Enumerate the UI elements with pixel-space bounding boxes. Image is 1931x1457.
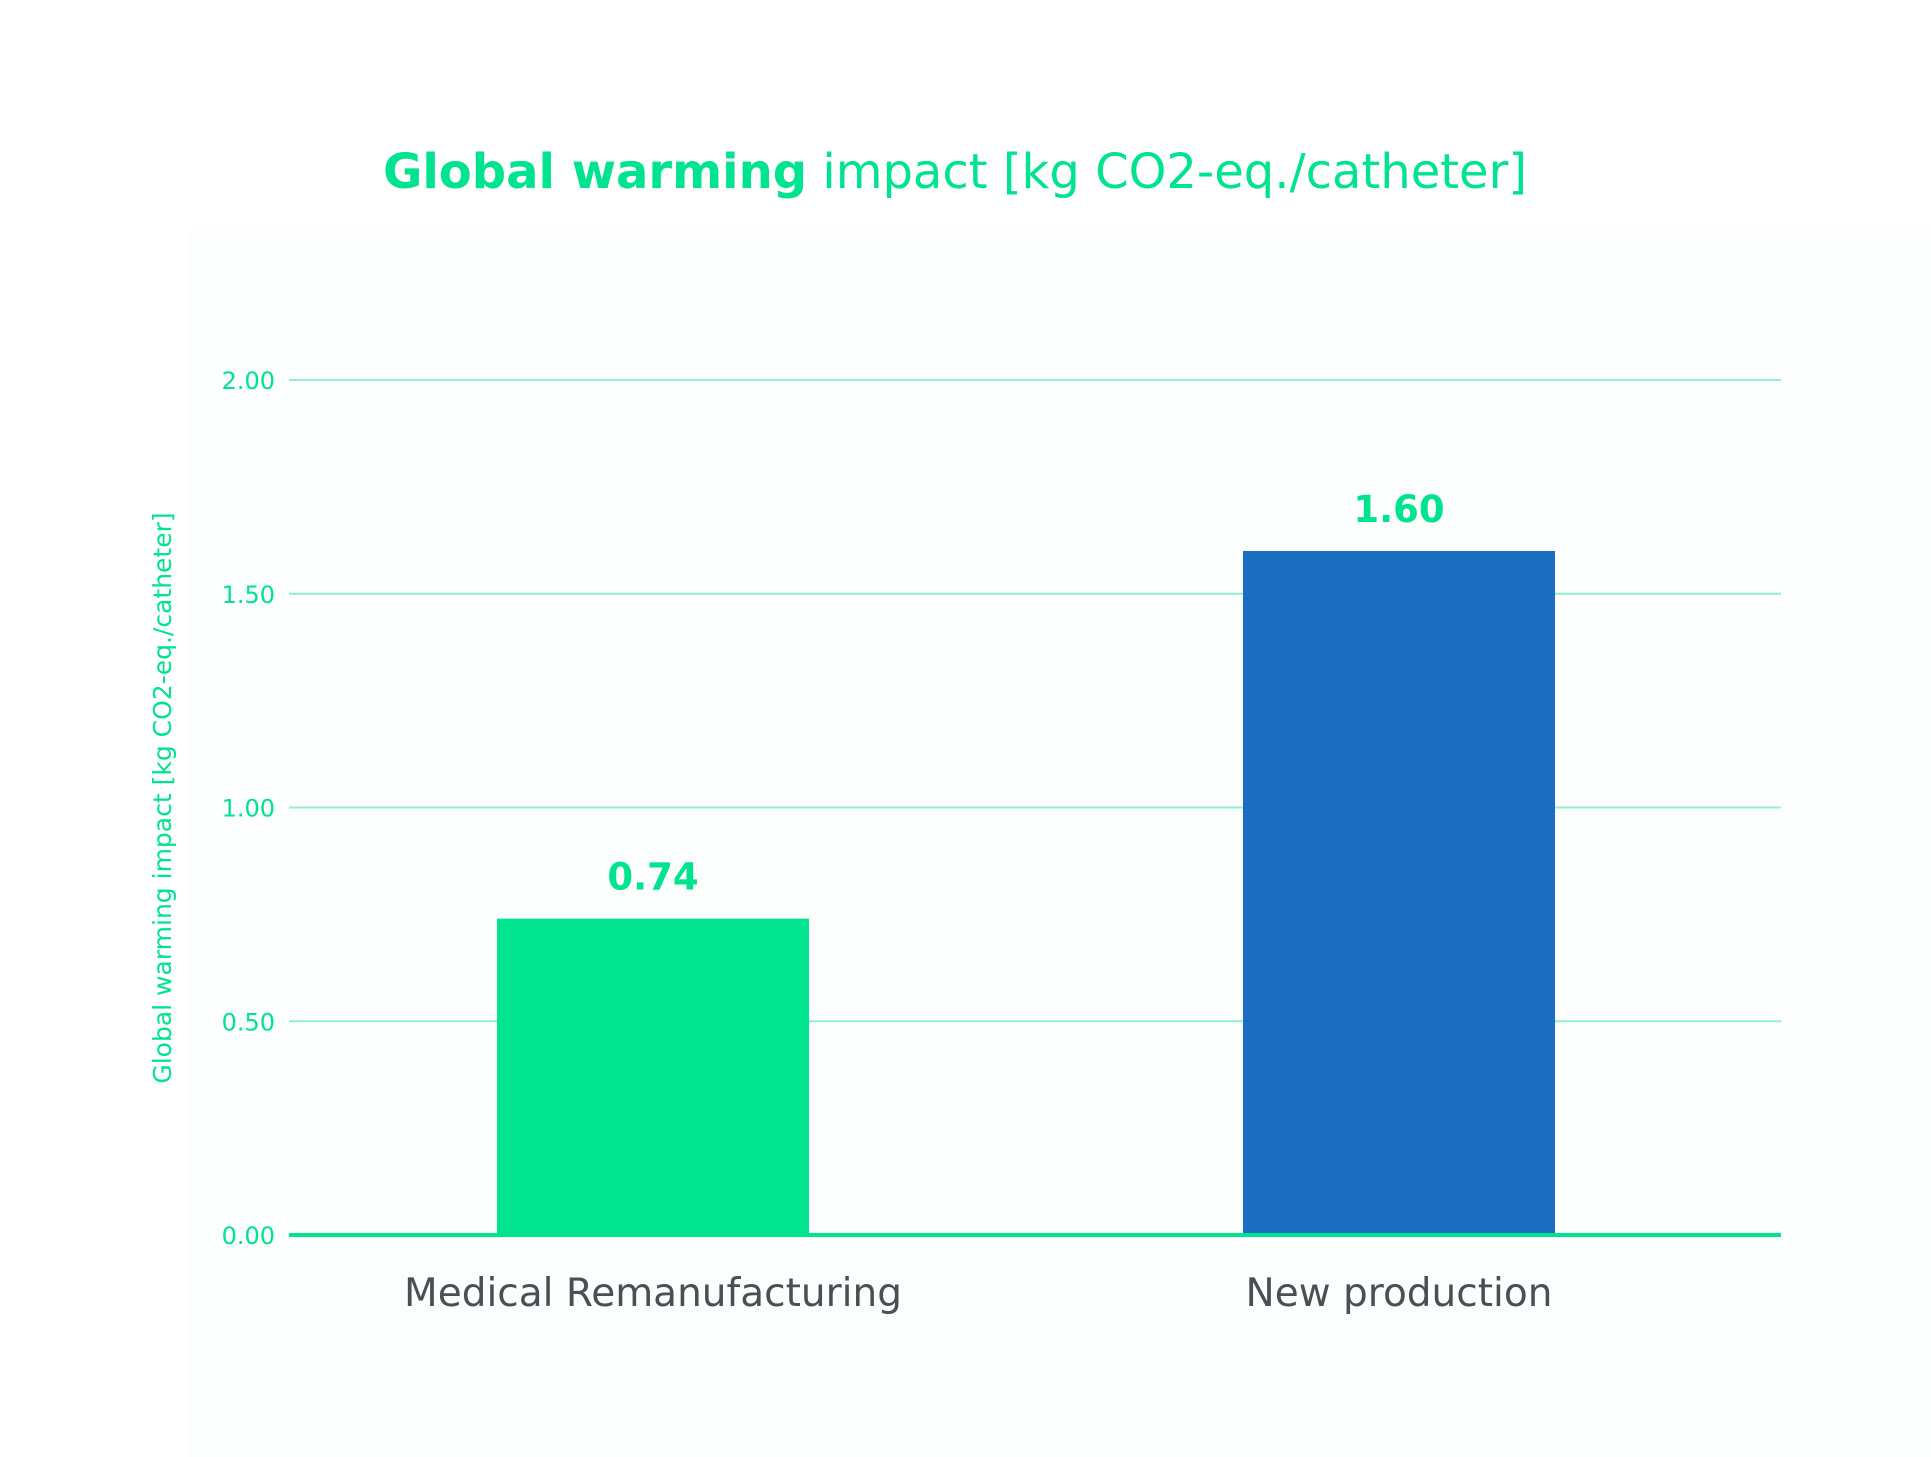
x-axis-categories: Medical Remanufacturing New production bbox=[404, 1271, 1552, 1316]
chart-title: Global warming impact [kg CO2-eq./cathet… bbox=[383, 144, 1527, 200]
bars bbox=[497, 551, 1555, 1235]
value-labels: 0.74 1.60 bbox=[607, 488, 1444, 899]
bar-value-label: 1.60 bbox=[1353, 488, 1444, 531]
bar-value-label: 0.74 bbox=[607, 856, 698, 899]
y-tick-label: 2.00 bbox=[222, 367, 275, 395]
y-tick-label: 0.50 bbox=[222, 1008, 275, 1036]
y-tick-label: 1.50 bbox=[222, 581, 275, 609]
x-category-label: Medical Remanufacturing bbox=[404, 1271, 902, 1316]
chart-title-bold: Global warming bbox=[383, 144, 807, 200]
y-axis-label: Global warming impact [kg CO2-eq./cathet… bbox=[148, 512, 177, 1083]
plot-panel-background bbox=[190, 230, 1931, 1457]
bar bbox=[1243, 551, 1555, 1235]
y-axis-ticks: 0.00 0.50 1.00 1.50 2.00 bbox=[222, 367, 275, 1250]
x-category-label: New production bbox=[1246, 1271, 1553, 1316]
y-tick-label: 0.00 bbox=[222, 1222, 275, 1250]
y-tick-label: 1.00 bbox=[222, 795, 275, 823]
bar bbox=[497, 918, 809, 1235]
chart-title-rest: impact [kg CO2-eq./catheter] bbox=[807, 144, 1527, 200]
